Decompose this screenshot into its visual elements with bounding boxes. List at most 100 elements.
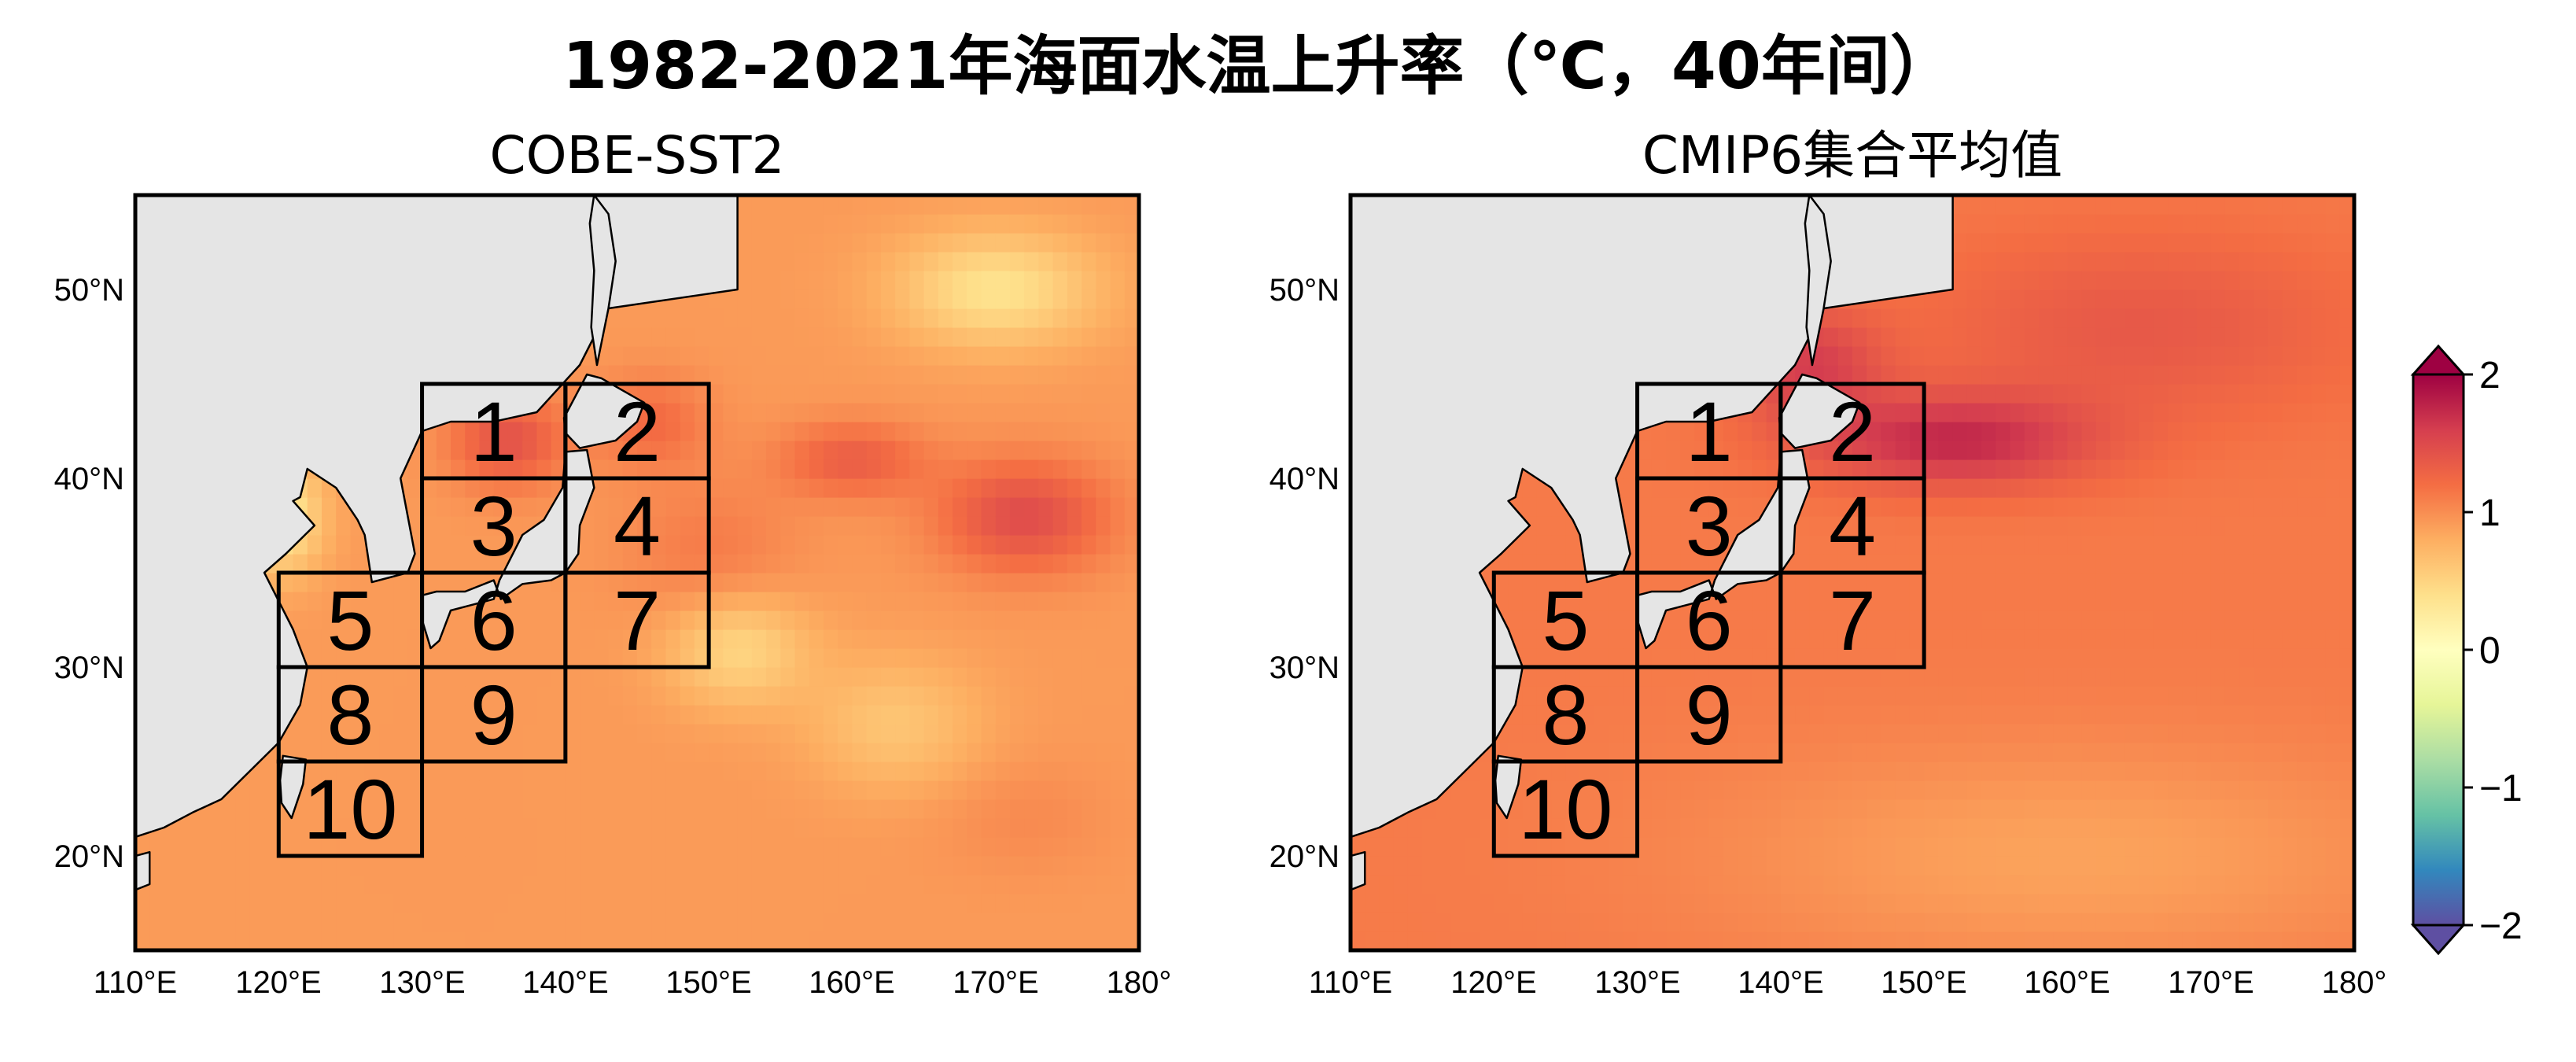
grid-cell [1837, 497, 1853, 517]
grid-cell [1052, 705, 1068, 725]
grid-cell [780, 346, 796, 366]
grid-cell [1494, 856, 1509, 876]
grid-cell [1494, 818, 1509, 838]
grid-cell [709, 422, 724, 441]
grid-cell [2038, 573, 2054, 592]
grid-cell [981, 743, 997, 762]
grid-cell [923, 667, 939, 687]
grid-cell [923, 799, 939, 819]
grid-cell [1780, 592, 1796, 611]
grid-cell [637, 799, 652, 819]
grid-cell [852, 686, 868, 706]
grid-cell [1795, 686, 1810, 706]
grid-cell [780, 931, 796, 950]
grid-cell [2110, 931, 2125, 950]
grid-cell [723, 610, 739, 630]
grid-cell [995, 441, 1011, 460]
grid-cell [1966, 233, 1982, 253]
grid-cell [737, 214, 753, 234]
grid-cell [953, 780, 967, 800]
grid-cell [766, 422, 781, 441]
grid-cell [1867, 761, 1882, 781]
grid-cell [694, 610, 709, 630]
grid-cell [1938, 780, 1954, 800]
grid-cell [1723, 875, 1738, 894]
grid-cell [780, 497, 796, 517]
grid-cell [1809, 610, 1825, 630]
grid-cell [307, 535, 322, 555]
grid-cell [479, 554, 495, 573]
grid-cell [766, 573, 781, 592]
grid-cell [1867, 913, 1882, 932]
grid-cell [1436, 875, 1452, 894]
grid-cell [1465, 913, 1480, 932]
grid-cell [493, 799, 509, 819]
grid-cell [967, 233, 982, 253]
grid-cell [507, 894, 523, 913]
grid-cell [938, 327, 953, 347]
grid-cell [293, 856, 308, 876]
grid-cell [1680, 516, 1696, 536]
grid-cell [665, 497, 681, 517]
grid-cell [2081, 535, 2097, 555]
grid-cell [507, 648, 523, 668]
grid-cell [723, 913, 739, 932]
grid-cell [838, 459, 853, 479]
grid-cell [594, 535, 610, 555]
grid-cell [766, 875, 781, 894]
grid-cell [1082, 441, 1096, 460]
grid-cell [1565, 913, 1581, 932]
grid-cell [981, 441, 997, 460]
grid-cell [249, 799, 265, 819]
grid-cell [1766, 799, 1782, 819]
grid-cell [1981, 705, 1996, 725]
grid-cell [1052, 478, 1068, 498]
grid-cell [1024, 875, 1039, 894]
grid-cell [1996, 516, 2011, 536]
grid-cell [622, 799, 638, 819]
grid-cell [1766, 592, 1782, 611]
grid-cell [1895, 761, 1911, 781]
grid-cell [307, 931, 322, 950]
grid-cell [938, 743, 953, 762]
grid-cell [1024, 384, 1039, 404]
grid-cell [1823, 761, 1839, 781]
grid-cell [1551, 554, 1567, 573]
grid-cell [2067, 648, 2083, 668]
grid-cell [2038, 705, 2054, 725]
grid-cell [2110, 856, 2125, 876]
grid-cell [1082, 554, 1096, 573]
grid-cell [278, 856, 294, 876]
grid-cell [665, 346, 681, 366]
grid-cell [307, 913, 322, 932]
grid-cell [823, 271, 838, 290]
grid-cell [1680, 799, 1696, 819]
grid-cell [981, 327, 997, 347]
grid-cell [651, 365, 667, 385]
grid-cell [178, 931, 193, 950]
grid-cell [2038, 327, 2054, 347]
grid-cell [465, 535, 481, 555]
grid-cell [1924, 478, 1939, 498]
grid-cell [451, 686, 466, 706]
grid-cell [1124, 535, 1139, 555]
grid-cell [1124, 743, 1139, 762]
grid-cell [1766, 441, 1782, 460]
grid-cell [1809, 761, 1825, 781]
grid-cell [1067, 705, 1082, 725]
grid-cell [651, 327, 667, 347]
grid-cell [2110, 629, 2125, 649]
grid-cell [981, 535, 997, 555]
grid-cell [709, 931, 724, 950]
grid-cell [393, 799, 408, 819]
grid-cell [953, 195, 967, 215]
grid-cell [680, 913, 695, 932]
grid-cell [1996, 252, 2011, 271]
grid-cell [2053, 837, 2069, 857]
region-box-label: 10 [303, 761, 397, 857]
grid-cell [2095, 365, 2111, 385]
grid-cell [536, 724, 552, 743]
grid-cell [1938, 610, 1954, 630]
grid-cell [880, 459, 896, 479]
grid-cell [665, 875, 681, 894]
